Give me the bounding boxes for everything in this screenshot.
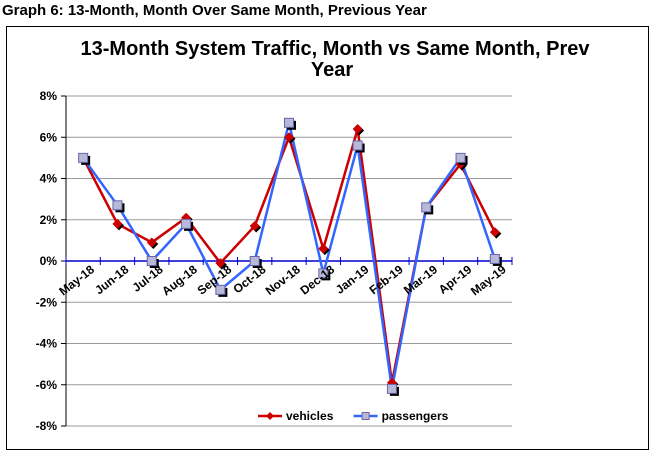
marker-passengers	[352, 140, 363, 151]
x-tick-label: Nov-18	[263, 262, 303, 298]
x-tick-label: Jan-19	[333, 262, 372, 297]
x-tick-label: May-18	[56, 262, 97, 298]
series-line-vehicles	[82, 127, 496, 384]
marker-passengers	[215, 284, 226, 295]
legend-label-vehicles: vehicles	[286, 409, 334, 423]
x-tick-label: Jun-18	[92, 262, 131, 297]
y-tick-label: -4%	[36, 337, 58, 351]
marker-vehicles	[489, 227, 500, 238]
marker-vehicles	[284, 132, 294, 143]
marker-passengers	[146, 256, 157, 266]
marker-vehicles	[215, 258, 226, 269]
legend-marker-passengers	[361, 412, 370, 420]
marker-passengers	[249, 256, 260, 266]
y-tick-label: 8%	[40, 89, 58, 103]
marker-vehicles	[318, 243, 329, 254]
page-caption: Graph 6: 13-Month, Month Over Same Month…	[2, 2, 427, 19]
chart-title-line-2: Year	[311, 59, 353, 81]
marker-passengers	[318, 268, 329, 279]
marker-passengers	[455, 152, 466, 163]
x-tick-label: May-19	[468, 262, 509, 298]
x-tick-label: Sep-18	[195, 262, 235, 297]
y-tick-label: 0%	[40, 254, 58, 268]
series-line-passengers	[82, 121, 497, 391]
legend-label-passengers: passengers	[382, 409, 449, 423]
marker-passengers	[421, 202, 432, 213]
x-tick-label: Aug-18	[159, 262, 200, 298]
y-tick-label: 4%	[40, 172, 58, 186]
y-tick-label: -6%	[36, 378, 58, 392]
marker-vehicles	[112, 218, 123, 229]
y-tick-label: -2%	[36, 295, 58, 309]
x-tick-label: Apr-19	[436, 262, 475, 297]
marker-passengers	[284, 117, 294, 128]
x-tick-label: Oct-18	[230, 262, 268, 296]
chart-title-line-1: 13-Month System Traffic, Month vs Same M…	[81, 38, 591, 60]
marker-vehicles	[352, 124, 363, 134]
x-tick-label: Feb-19	[367, 262, 406, 297]
y-tick-label: 6%	[40, 130, 58, 144]
x-tick-label: Mar-19	[401, 262, 440, 297]
marker-passengers	[386, 383, 397, 394]
legend-marker-vehicles	[266, 412, 274, 420]
marker-passengers	[489, 253, 500, 264]
y-tick-label: 2%	[40, 213, 58, 227]
x-tick-label: Dec-18	[298, 262, 338, 297]
marker-passengers	[112, 200, 123, 211]
marker-passengers	[181, 218, 192, 229]
y-tick-label: -8%	[36, 419, 58, 433]
marker-vehicles	[146, 237, 157, 248]
marker-vehicles	[249, 220, 260, 231]
marker-passengers	[78, 152, 89, 163]
